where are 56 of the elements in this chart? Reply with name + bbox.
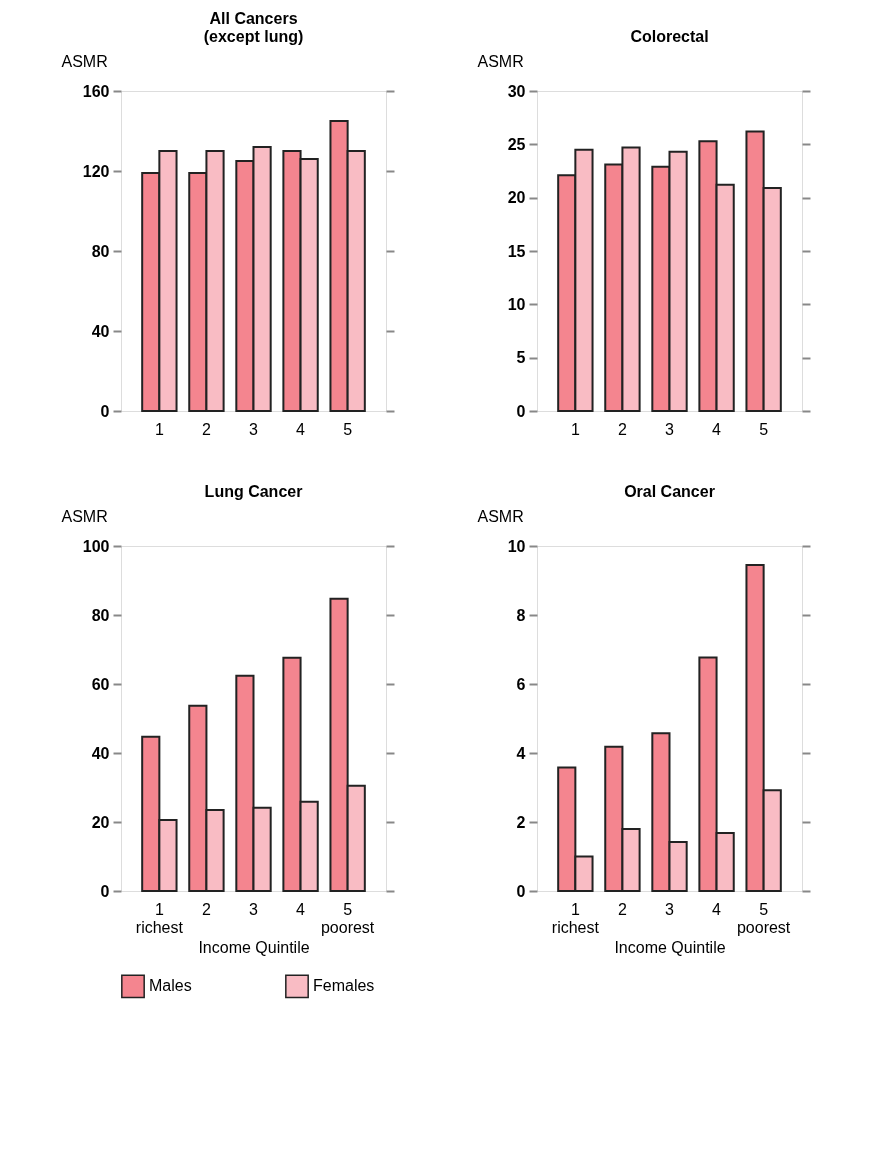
y-tick-label: 0 bbox=[516, 402, 526, 420]
x-tick-label: 1 richest bbox=[135, 900, 184, 936]
y-tick-label: 60 bbox=[91, 675, 110, 693]
y-axis-title: ASMR bbox=[61, 507, 108, 525]
y-tick-label: 160 bbox=[82, 82, 110, 100]
y-axis-title: ASMR bbox=[477, 507, 524, 525]
y-tick-label: 10 bbox=[507, 295, 526, 313]
x-tick-label: 2 bbox=[617, 900, 627, 918]
chart-title: Lung Cancer bbox=[204, 483, 303, 500]
y-tick-label: 0 bbox=[516, 882, 526, 900]
chart-title: Colorectal bbox=[630, 28, 709, 45]
y-tick-label: 30 bbox=[507, 82, 526, 100]
x-tick-label: 2 bbox=[201, 900, 211, 918]
x-tick-label: 4 bbox=[712, 420, 722, 438]
x-tick-label: 5 bbox=[759, 420, 769, 438]
y-tick-label: 120 bbox=[82, 162, 110, 180]
y-tick-label: 6 bbox=[516, 675, 526, 693]
y-tick-label: 80 bbox=[91, 606, 110, 624]
legend-label: Females bbox=[313, 977, 375, 995]
x-tick-label: 3 bbox=[249, 420, 259, 438]
x-axis-title: Income Quintile bbox=[198, 938, 310, 956]
x-tick-label: 3 bbox=[665, 420, 675, 438]
x-tick-label: 2 bbox=[201, 420, 211, 438]
y-tick-label: 4 bbox=[516, 744, 526, 762]
y-tick-label: 20 bbox=[507, 189, 526, 207]
x-tick-label: 5 bbox=[343, 420, 353, 438]
x-tick-label: 4 bbox=[296, 900, 306, 918]
y-tick-label: 40 bbox=[91, 322, 110, 340]
y-tick-label: 2 bbox=[516, 813, 526, 831]
y-tick-label: 5 bbox=[516, 349, 526, 367]
y-tick-label: 0 bbox=[100, 882, 110, 900]
x-tick-label: 1 richest bbox=[551, 900, 600, 936]
x-axis-title: Income Quintile bbox=[614, 938, 726, 956]
y-tick-label: 10 bbox=[507, 537, 526, 555]
y-axis-title: ASMR bbox=[61, 52, 108, 70]
chart-title: All Cancers (except lung) bbox=[203, 10, 304, 45]
y-tick-label: 100 bbox=[82, 537, 110, 555]
y-tick-label: 40 bbox=[91, 744, 110, 762]
legend-label: Males bbox=[149, 977, 192, 995]
y-axis-title: ASMR bbox=[477, 52, 524, 70]
x-tick-label: 3 bbox=[665, 900, 675, 918]
y-tick-label: 8 bbox=[516, 606, 526, 624]
x-tick-label: 5 poorest bbox=[736, 900, 791, 936]
x-tick-label: 4 bbox=[712, 900, 722, 918]
x-tick-label: 5 poorest bbox=[320, 900, 375, 936]
x-tick-label: 3 bbox=[249, 900, 259, 918]
x-tick-label: 2 bbox=[617, 420, 627, 438]
x-tick-label: 1 bbox=[154, 420, 164, 438]
y-tick-label: 0 bbox=[100, 402, 110, 420]
y-tick-label: 15 bbox=[507, 242, 526, 260]
x-tick-label: 1 bbox=[570, 420, 580, 438]
y-tick-label: 25 bbox=[507, 135, 526, 153]
x-tick-label: 4 bbox=[296, 420, 306, 438]
chart-title: Oral Cancer bbox=[624, 483, 715, 500]
y-tick-label: 20 bbox=[91, 813, 110, 831]
y-tick-label: 80 bbox=[91, 242, 110, 260]
